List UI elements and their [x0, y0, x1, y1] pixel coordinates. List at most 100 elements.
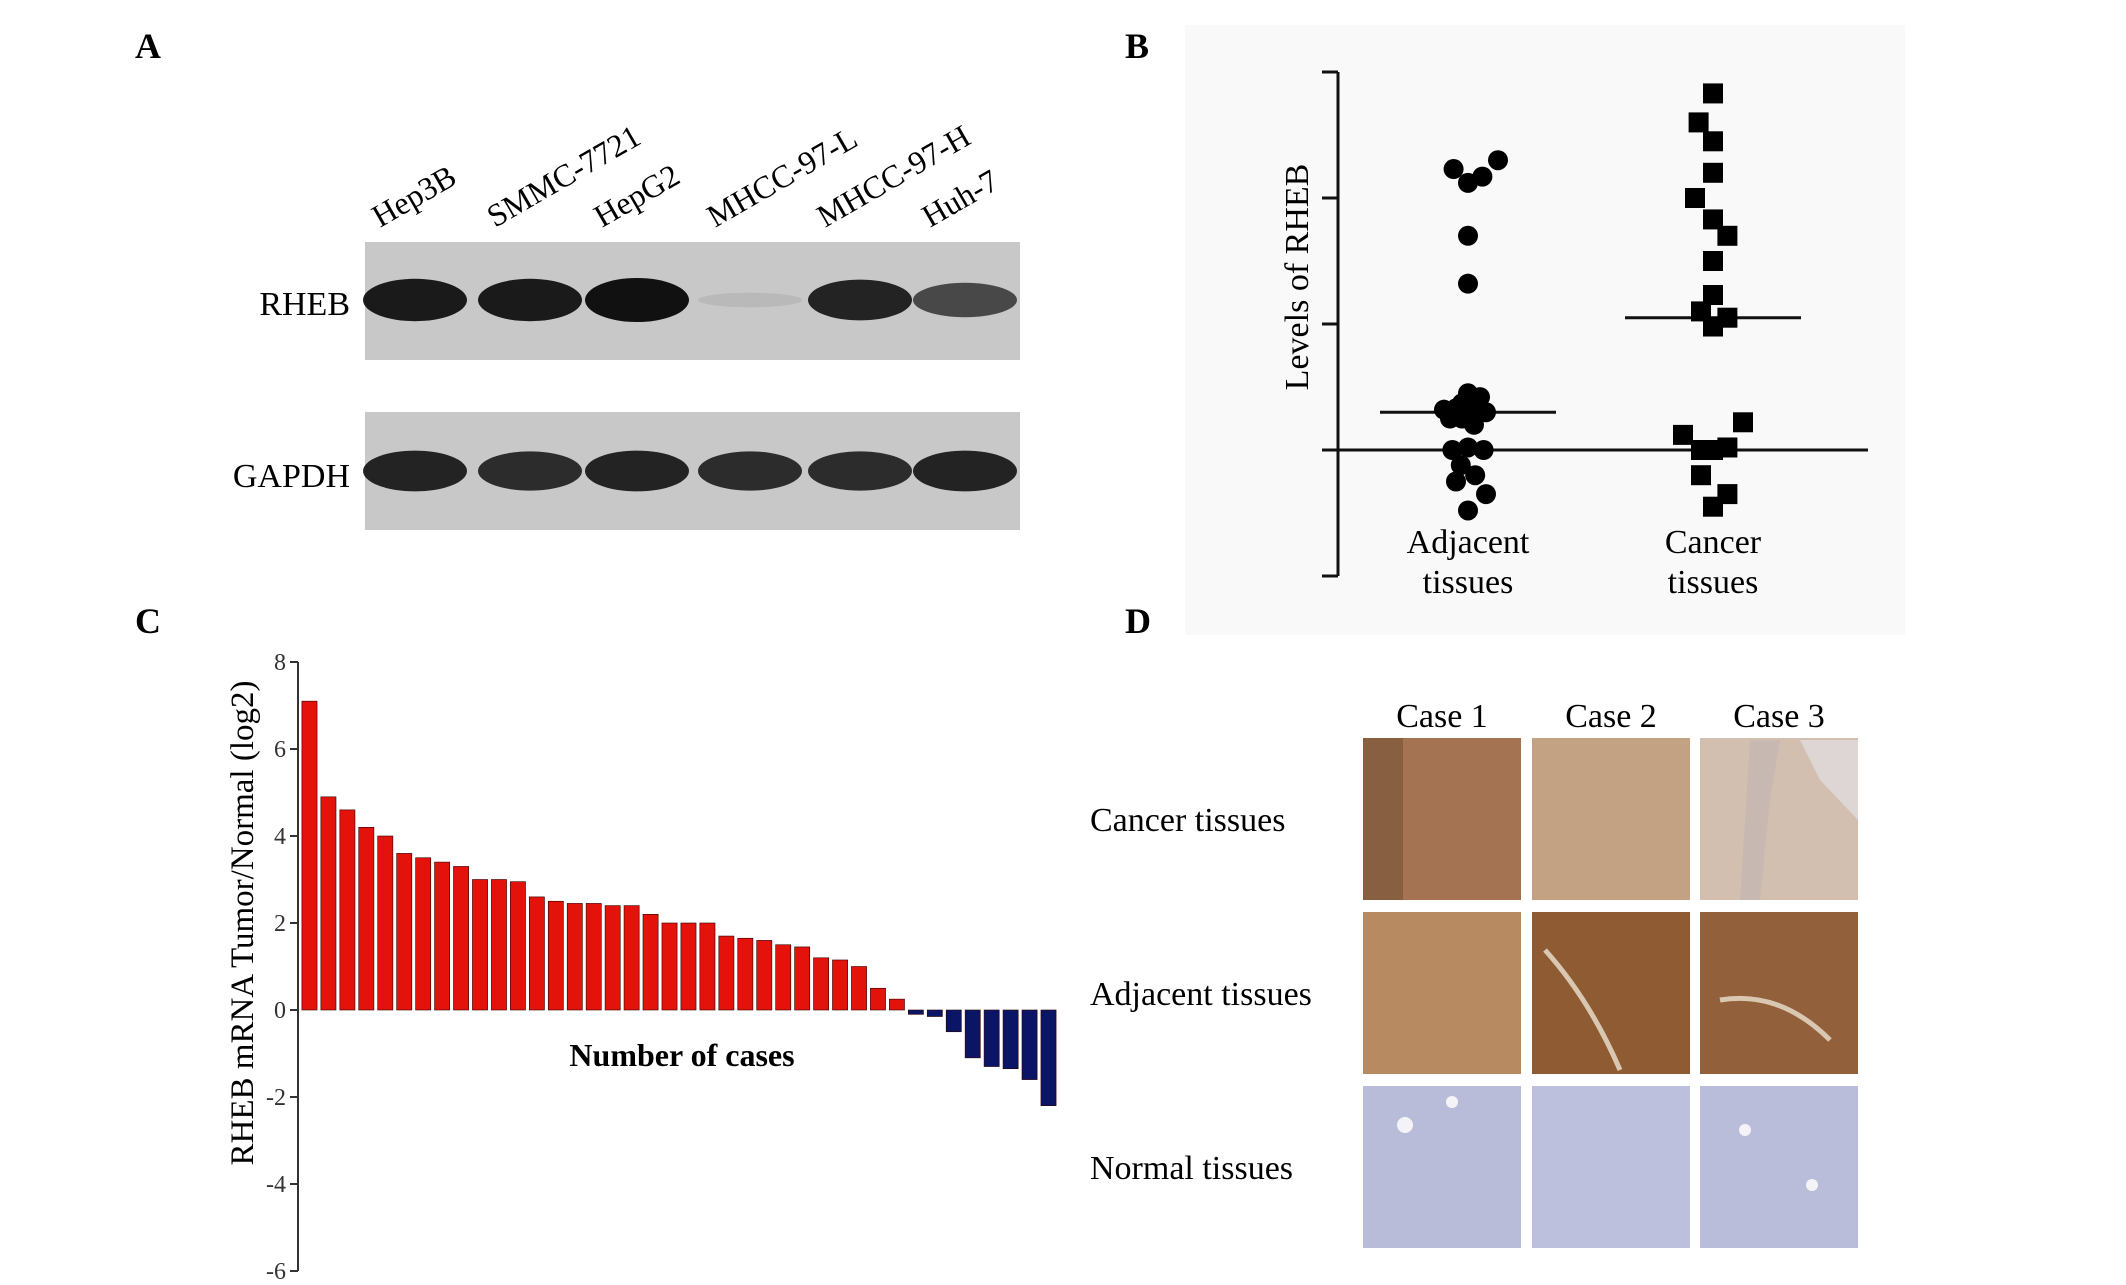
bar — [415, 857, 432, 1011]
bar — [983, 1009, 1000, 1067]
category-label: tissues — [1423, 564, 1514, 601]
tissue-label: Adjacent tissues — [1090, 976, 1312, 1013]
data-point — [1703, 131, 1723, 152]
data-point — [1446, 471, 1466, 492]
ihc-image-tile — [1363, 1086, 1521, 1248]
bar — [794, 946, 811, 1011]
bar — [1002, 1009, 1019, 1070]
tissue-label: Normal tissues — [1090, 1150, 1293, 1187]
bar — [737, 937, 754, 1011]
y-tick-label: 8 — [274, 650, 286, 676]
tissue-texture — [1446, 1096, 1458, 1108]
data-point — [1476, 402, 1496, 423]
scatter-y-axis — [1322, 70, 1868, 578]
tissue-label: Cancer tissues — [1090, 802, 1285, 839]
bar — [453, 866, 469, 1011]
y-tick-label: 6 — [274, 737, 286, 763]
rheb-band — [478, 278, 582, 322]
bar — [661, 922, 678, 1011]
data-point — [1458, 273, 1478, 294]
data-point — [1476, 484, 1496, 505]
scatter-panel: Levels of RHEB AdjacenttissuesCancertiss… — [1185, 25, 1905, 635]
bar — [434, 861, 451, 1011]
panel-label-a: A — [135, 26, 161, 66]
bar — [472, 879, 488, 1011]
bar — [1040, 1009, 1057, 1106]
bar — [339, 809, 356, 1011]
data-point — [1717, 437, 1738, 458]
data-point — [1488, 150, 1508, 171]
bar — [1021, 1009, 1038, 1080]
bar — [491, 879, 507, 1011]
tissue-texture — [1719, 995, 1832, 1042]
tissue-texture — [1806, 1179, 1818, 1191]
bar — [547, 900, 564, 1011]
bar — [566, 903, 583, 1011]
category-label: Cancer — [1665, 524, 1762, 561]
y-tick-label: -6 — [266, 1259, 286, 1285]
y-tick-label: 0 — [274, 998, 286, 1024]
tissue-texture — [1739, 1124, 1751, 1136]
bar — [320, 796, 337, 1011]
bar — [604, 905, 621, 1011]
data-point — [1458, 225, 1478, 246]
bar — [510, 881, 526, 1011]
bar — [775, 944, 792, 1011]
data-point — [1703, 83, 1723, 104]
case-label: Case 2 — [1565, 698, 1657, 735]
data-point — [1434, 399, 1454, 420]
scatter-background — [1185, 25, 1905, 635]
bar — [585, 903, 602, 1011]
protein-label-rheb: RHEB — [259, 286, 350, 323]
data-point — [1703, 285, 1723, 306]
ihc-case-labels: Case 1 Case 2 Case 3 — [1396, 698, 1825, 735]
data-point — [1442, 440, 1463, 460]
rheb-band — [585, 278, 689, 322]
bar — [528, 896, 545, 1011]
data-point — [1458, 437, 1478, 458]
panel-label-d: D — [1125, 601, 1151, 641]
data-point — [1450, 455, 1471, 476]
gapdh-band — [913, 450, 1017, 492]
ihc-image-tile — [1363, 912, 1521, 1074]
tissue-texture — [1740, 740, 1780, 900]
gapdh-band — [698, 451, 802, 491]
data-point — [1703, 251, 1723, 271]
category-label: tissues — [1668, 564, 1759, 601]
data-point — [1458, 500, 1478, 521]
gapdh-bands — [363, 450, 1017, 492]
ihc-image-grid — [1363, 738, 1858, 1248]
bar — [851, 966, 867, 1011]
data-point — [1703, 496, 1723, 517]
gapdh-band — [363, 450, 467, 492]
bar — [756, 940, 773, 1011]
data-point — [1688, 112, 1709, 133]
ihc-tissue-labels: Cancer tissues Adjacent tissues Normal tis… — [1090, 802, 1312, 1187]
category-label: Adjacent — [1407, 524, 1530, 561]
data-point — [1691, 301, 1711, 322]
y-tick-label: 4 — [274, 824, 286, 850]
rheb-band — [698, 292, 802, 308]
gapdh-band — [585, 450, 689, 492]
scatter-points — [1380, 83, 1801, 521]
data-point — [1673, 424, 1693, 445]
bar — [870, 987, 886, 1011]
tissue-texture — [1800, 740, 1858, 820]
data-point — [1443, 159, 1464, 180]
panel-label-b: B — [1125, 26, 1149, 66]
rheb-band — [808, 279, 912, 321]
data-point — [1703, 316, 1723, 337]
bar — [964, 1009, 981, 1059]
ihc-image-tile — [1700, 912, 1858, 1074]
scatter-y-axis-label: Levels of RHEB — [1279, 164, 1316, 391]
tissue-texture — [1397, 1117, 1413, 1133]
cell-line-label: Hep3B — [366, 158, 463, 235]
protein-label-gapdh: GAPDH — [233, 458, 350, 495]
ihc-panel: Case 1 Case 2 Case 3 Cancer tissues Adjacen… — [1090, 698, 1858, 1248]
waterfall-y-axis-label: RHEB mRNA Tumor/Normal (log2) — [225, 681, 261, 1166]
gapdh-band — [808, 451, 912, 491]
data-point — [1691, 465, 1711, 486]
